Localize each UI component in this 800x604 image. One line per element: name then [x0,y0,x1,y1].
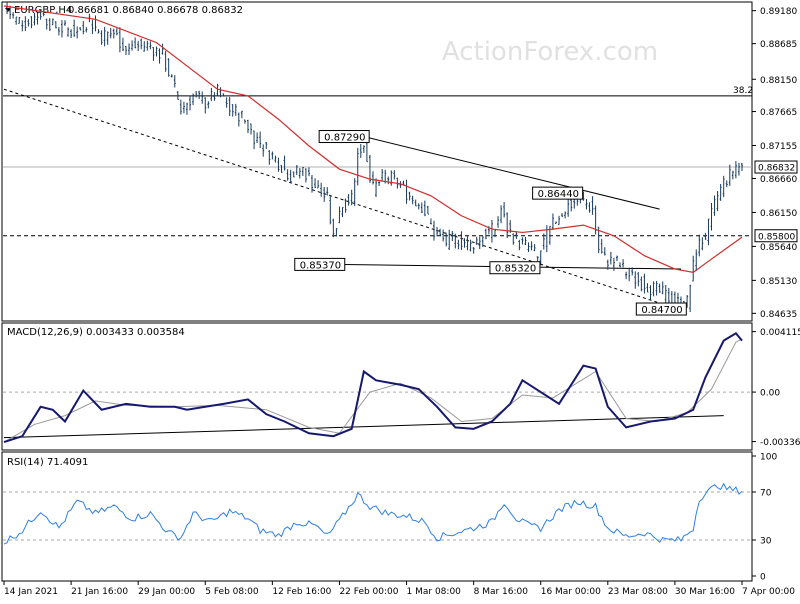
price-annotation-label: 0.87290 [324,133,365,144]
level-price-box [754,229,798,243]
macd-y-tick-label: -0.003368 [760,438,800,448]
price-annotation-box [318,130,370,144]
y-tick-label: 0.89180 [760,7,797,17]
x-tick-label: 23 Mar 08:00 [608,587,668,597]
watermark-text: ActionForex.com [442,37,658,67]
x-tick-label: 1 Mar 08:00 [407,587,462,597]
fib-level-label: 38.2 [733,86,753,96]
x-tick-label: 7 Apr 00:00 [742,587,795,597]
y-tick-label: 0.84635 [760,310,797,320]
rsi-panel-frame [1,451,753,582]
price-annotation-label: 0.85320 [495,264,536,275]
y-tick-label: 0.86660 [760,175,797,185]
price-annotation-box [532,186,584,200]
x-tick-label: 12 Feb 16:00 [272,587,331,597]
macd-y-tick-label: 0.004115 [760,328,800,338]
x-tick-label: 14 Jan 2021 [4,587,58,597]
current-price-box [754,160,798,174]
channel-trendline [3,88,679,310]
moving-average-line [3,5,743,274]
symbol-timeframe: EURGBP,H4 [14,5,72,16]
rsi-y-tick-label: 100 [760,453,777,463]
rsi-y-tick-label: 0 [760,573,766,583]
macd-title: MACD(12,26,9) 0.003433 0.003584 [7,327,185,338]
y-tick-label: 0.85130 [760,277,797,287]
macd-y-tick-label: 0.00 [760,389,780,399]
x-tick-label: 5 Feb 08:00 [205,587,259,597]
resistance-trendline [363,136,660,210]
main-panel-frame [1,1,753,322]
y-tick-label: 0.88150 [760,76,797,86]
rsi-y-tick-label: 70 [760,489,772,499]
rsi-title: RSI(14) 71.4091 [7,457,88,468]
current-price-label: 0.86832 [758,164,795,174]
rsi-y-tick-label: 30 [760,537,772,547]
price-annotation-label: 0.85370 [300,260,341,271]
ohlc-values: 0.86681 0.86840 0.86678 0.86832 [68,5,243,16]
price-annotation-label: 0.86440 [538,189,579,200]
y-tick-label: 0.87665 [760,108,797,118]
x-tick-label: 22 Feb 00:00 [339,587,398,597]
y-tick-label: 0.87155 [760,142,797,152]
y-tick-label: 0.86150 [760,209,797,219]
y-tick-label: 0.85640 [760,243,797,253]
y-tick-label: 0.88685 [760,40,797,50]
rsi-line [3,482,743,545]
macd-panel-frame [1,322,753,451]
x-tick-label: 30 Mar 16:00 [675,587,735,597]
price-annotation-label: 0.84700 [641,305,682,316]
macd-line [3,331,743,444]
price-annotation-box [489,261,541,275]
price-annotation-box [635,302,687,316]
macd-trendline [3,415,724,439]
x-tick-label: 29 Jan 00:00 [138,587,195,597]
x-tick-label: 21 Jan 16:00 [71,587,128,597]
x-tick-label: 8 Mar 16:00 [474,587,529,597]
x-tick-label: 16 Mar 00:00 [541,587,601,597]
dropdown-arrow-icon[interactable] [5,8,11,12]
price-annotation-box [294,257,346,271]
level-price-label: 0.85800 [758,232,795,242]
